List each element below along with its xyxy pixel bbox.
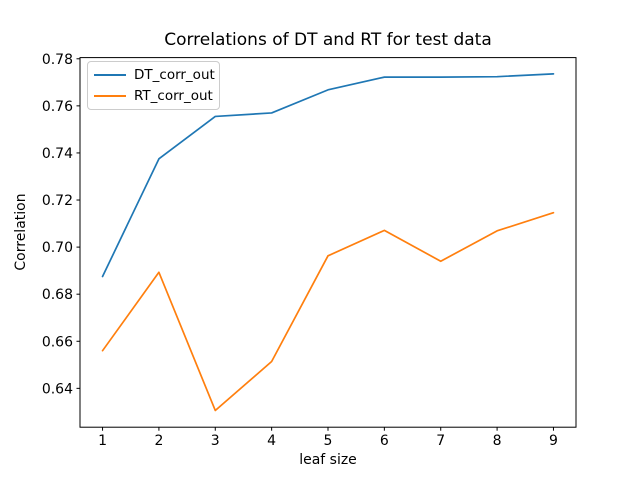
legend-label-rt: RT_corr_out <box>134 87 213 104</box>
x-tick-label: 2 <box>154 433 163 449</box>
y-tick-label: 0.74 <box>42 146 73 162</box>
chart-title: Correlations of DT and RT for test data <box>164 30 492 50</box>
x-tick-label: 4 <box>267 433 276 449</box>
series-line-RT_corr_out <box>101 211 555 412</box>
x-tick-label: 9 <box>549 433 558 449</box>
dt-line-sample <box>94 74 126 77</box>
x-tick-label: 1 <box>98 433 107 449</box>
series-line-DT_corr_out <box>101 72 555 278</box>
y-tick-label: 0.68 <box>42 287 73 303</box>
y-tick-label: 0.70 <box>42 240 73 256</box>
y-tick-label: 0.66 <box>42 334 73 350</box>
x-axis-label: leaf size <box>299 452 357 468</box>
legend-label-dt: DT_corr_out <box>134 67 215 84</box>
legend: DT_corr_out RT_corr_out <box>87 61 220 110</box>
y-axis-label: Correlation <box>13 193 29 271</box>
y-tick-label: 0.72 <box>42 193 73 209</box>
x-tick-label: 3 <box>211 433 220 449</box>
y-tick-label: 0.78 <box>42 52 73 68</box>
axes-frame <box>79 57 577 428</box>
x-tick-label: 5 <box>324 433 333 449</box>
legend-item-dt: DT_corr_out <box>94 65 217 86</box>
y-tick-label: 0.76 <box>42 99 73 115</box>
x-tick-label: 6 <box>380 433 389 449</box>
x-tick-label: 7 <box>436 433 445 449</box>
rt-line-sample <box>94 94 126 97</box>
x-tick-label: 8 <box>493 433 502 449</box>
y-tick-label: 0.64 <box>42 381 73 397</box>
legend-item-rt: RT_corr_out <box>94 86 217 107</box>
